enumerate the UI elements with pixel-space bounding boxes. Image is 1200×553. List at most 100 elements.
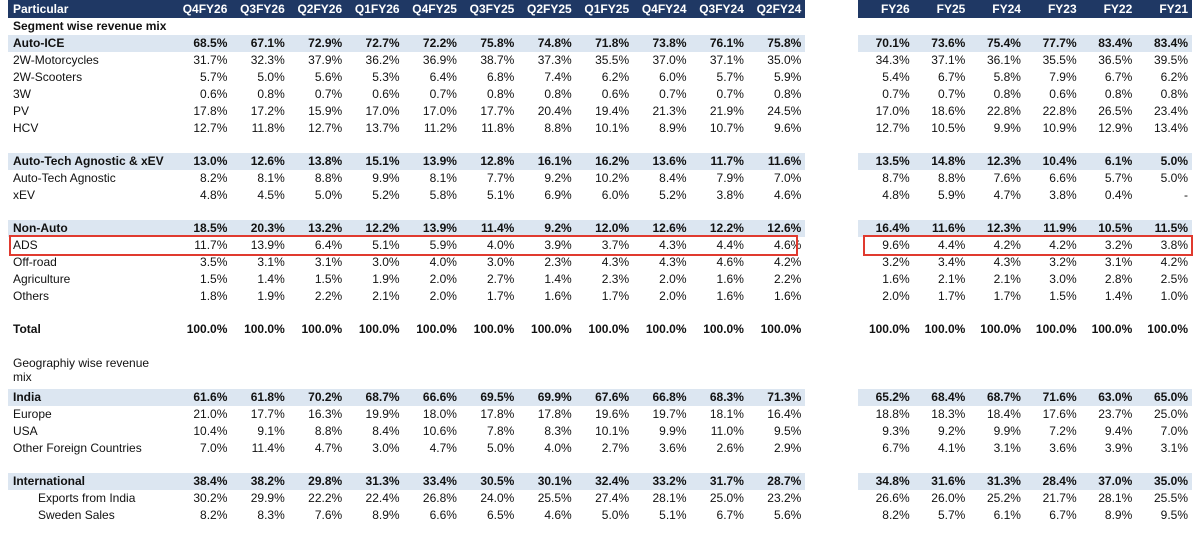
row-label (8, 338, 174, 354)
cell-value: 17.8% (537, 407, 572, 421)
cell-value: 4.3% (659, 255, 687, 269)
cell-value: 4.2% (1049, 238, 1077, 252)
cell-value: 0.6% (372, 87, 400, 101)
cell-value: 9.5% (773, 424, 802, 438)
cell-value: 35.0% (767, 53, 802, 67)
cell-value: 8.8% (314, 171, 343, 185)
cell-value (576, 338, 633, 354)
cell-value: 1.5% (1049, 289, 1077, 303)
cell-value: 17.0% (422, 104, 457, 118)
cell-value: 2.0% (429, 272, 457, 286)
row-label: Non-Auto (8, 220, 174, 237)
cell-value: 5.8% (429, 188, 457, 202)
cell-value: 5.3% (372, 70, 400, 84)
cell-value: 10.6% (422, 424, 457, 438)
cell-value: 11.7% (194, 238, 228, 252)
cell-value: 33.2% (633, 473, 691, 490)
cell-value (1025, 305, 1081, 321)
cell-value (748, 137, 805, 153)
spacer-row (8, 204, 805, 220)
table-row: Total 100.0% 100.0% 100.0% 100.0% 100.0% 100.0… (8, 321, 805, 338)
column-header: FY25 (913, 0, 970, 18)
cell-value: 11.7% (690, 153, 748, 170)
cell-value: 26.8% (422, 491, 457, 505)
cell-value (1136, 137, 1192, 153)
table-row: 9.3% 9.2% 9.9% 7.2% 9.4% 7.0% (858, 423, 1192, 440)
cell-value: 3.9% (1104, 441, 1133, 455)
cell-value (969, 354, 1025, 389)
cell-value: 1.5% (200, 272, 228, 286)
cell-value: 6.7% (882, 441, 910, 455)
cell-value (404, 305, 461, 321)
table-row: India 61.6% 61.8% 70.2% 68.7% 66.6% 69.5% 69.9%… (8, 389, 806, 406)
cell-value: 28.4% (1024, 473, 1081, 490)
cell-value (174, 354, 231, 389)
cell-value: 3.8% (1160, 238, 1188, 252)
table-row: 3W 0.6% 0.8% 0.7% 0.6% 0.7% 0.8% 0.8% 0.6% 0.7% 0.… (8, 86, 805, 103)
cell-value (231, 354, 288, 389)
cell-value: 100.0% (301, 322, 343, 336)
cell-value: 1.6% (716, 289, 744, 303)
cell-value: 19.7% (652, 407, 687, 421)
cell-value (914, 18, 970, 35)
cell-value: 3.8% (716, 188, 744, 202)
cell-value: 28.1% (1098, 491, 1133, 505)
cell-value: 0.7% (314, 87, 343, 101)
cell-value: 2.6% (716, 441, 744, 455)
cell-value: 17.8% (193, 104, 228, 118)
cell-value: 0.8% (773, 87, 802, 101)
cell-value (404, 457, 461, 473)
spacer-row (858, 137, 1192, 153)
cell-value: 6.1% (993, 508, 1021, 522)
cell-value: 11.4% (460, 220, 519, 237)
cell-value (346, 137, 403, 153)
cell-value (289, 457, 346, 473)
cell-value: 11.0% (710, 424, 744, 438)
cell-value (518, 137, 575, 153)
cell-value: 5.7% (200, 70, 228, 84)
row-label (8, 457, 174, 473)
cell-value: 2.1% (372, 289, 400, 303)
cell-value (1081, 137, 1137, 153)
cell-value (633, 305, 690, 321)
cell-value: 6.7% (937, 70, 966, 84)
cell-value: 1.6% (716, 272, 744, 286)
cell-value: 12.2% (346, 220, 404, 237)
cell-value: 9.2% (937, 424, 966, 438)
cell-value: 6.1% (1080, 153, 1137, 170)
cell-value: 71.8% (575, 35, 634, 52)
cell-value (969, 18, 1025, 35)
cell-value: 22.2% (308, 491, 343, 505)
cell-value (231, 338, 288, 354)
table-row: 8.2% 5.7% 6.1% 6.7% 8.9% 9.5% (858, 507, 1192, 524)
row-label: USA (13, 424, 38, 438)
cell-value: 13.7% (365, 121, 400, 135)
cell-value (1025, 204, 1081, 220)
cell-value: 7.0% (1160, 424, 1188, 438)
table-row: 1.6% 2.1% 2.1% 3.0% 2.8% 2.5% (858, 271, 1192, 288)
cell-value: 100.0% (1091, 322, 1133, 336)
cell-value: 21.9% (709, 104, 744, 118)
table-row: 34.3% 37.1% 36.1% 35.5% 36.5% 39.5% (858, 52, 1192, 69)
cell-value: 9.1% (257, 424, 285, 438)
cell-value: 22.4% (365, 491, 400, 505)
cell-value (576, 18, 633, 35)
row-label: PV (13, 104, 30, 118)
cell-value: 21.7% (1042, 491, 1077, 505)
table-row: 16.4% 11.6% 12.3% 11.9% 10.5% 11.5% (858, 220, 1192, 237)
column-header: Q4FY25 (403, 0, 461, 18)
cell-value: 23.4% (1153, 104, 1188, 118)
cell-value: 1.9% (257, 289, 285, 303)
cell-value: 9.4% (1104, 424, 1133, 438)
cell-value: 30.2% (193, 491, 228, 505)
cell-value: 22.8% (1042, 104, 1077, 118)
cell-value: 8.8% (314, 424, 343, 438)
cell-value: 3.2% (1049, 255, 1077, 269)
cell-value: 69.9% (518, 389, 576, 406)
cell-value: 6.2% (1160, 70, 1188, 84)
cell-value: 8.8% (544, 121, 572, 135)
cell-value: 22.8% (986, 104, 1021, 118)
cell-value (1136, 305, 1192, 321)
cell-value (914, 354, 970, 389)
cell-value: 36.1% (986, 53, 1021, 67)
